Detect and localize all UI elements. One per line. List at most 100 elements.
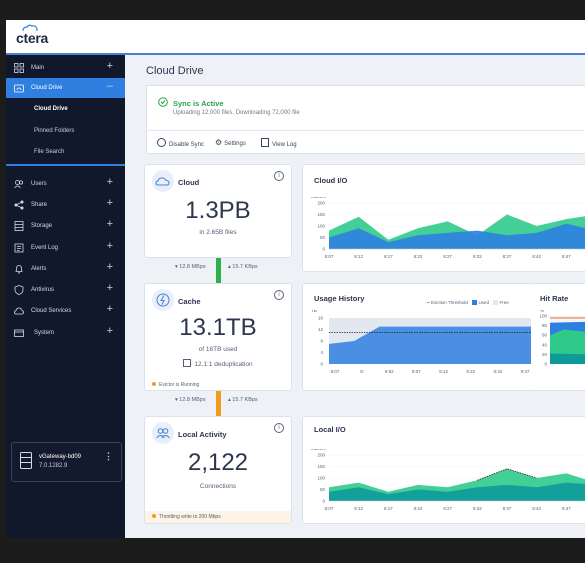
cache-used: of 16TB used [198, 346, 238, 353]
sync-status: Sync is Active [173, 99, 224, 108]
sidebar-item-label: Share [31, 201, 48, 208]
x-tick-label: 8:12 [354, 506, 363, 511]
sidebar-item-main[interactable]: Main + [6, 57, 125, 78]
view-log-button[interactable]: View Log [261, 138, 297, 148]
sidebar-item-users[interactable]: Users + [6, 173, 125, 194]
sidebar-item-label: Users [31, 180, 47, 187]
y-tick-label: 80 [542, 323, 548, 328]
local-activity-card: Local Activity i 2,122 Connections Throt… [144, 416, 292, 524]
sidebar-item-cloud-services[interactable]: Cloud Services + [6, 300, 125, 321]
y-axis-unit: % [540, 310, 544, 313]
expand-icon[interactable]: + [106, 197, 113, 209]
x-tick-label: 8:32 [493, 369, 502, 374]
y-tick-label: 50 [320, 235, 326, 240]
series-area-1 [329, 482, 585, 501]
more-options-icon[interactable]: ⋮ [104, 451, 113, 461]
x-tick-label: 8:37 [503, 254, 512, 259]
sidebar-subitem-pinned-folders[interactable]: Pinned Folders [34, 128, 75, 134]
sidebar-item-antivirus[interactable]: Antivirus + [6, 279, 125, 300]
local-value: 2,122 [187, 449, 249, 476]
device-name: vGateway-bd09 [39, 454, 82, 460]
storage-icon [14, 220, 24, 231]
throttle-status: Throttling write to 200 Mbps [145, 511, 291, 523]
card-title: Local Activity [178, 430, 227, 439]
chart-title: Local I/O [314, 425, 346, 434]
legend-used-marker [472, 300, 478, 305]
y-tick-label: 150 [317, 212, 325, 217]
status-dot-icon [152, 514, 156, 518]
y-tick-label: 50 [320, 487, 326, 492]
expand-icon[interactable]: + [106, 303, 113, 315]
info-icon[interactable]: i [274, 171, 284, 181]
disable-sync-button[interactable]: Disable Sync [157, 138, 204, 148]
device-version: 7.0.1282.9 [39, 463, 68, 469]
cloud-icon [152, 170, 174, 192]
expand-icon[interactable]: + [106, 325, 113, 337]
server-icon [20, 452, 32, 469]
x-tick-label: 8:42 [532, 506, 541, 511]
device-card[interactable]: vGateway-bd09 7.0.1282.9 ⋮ [11, 442, 122, 482]
sidebar-item-event-log[interactable]: Event Log + [6, 237, 125, 258]
chart-title: Hit Rate [540, 294, 569, 303]
expand-icon[interactable]: + [106, 176, 113, 188]
sidebar-item-label: Cloud Services [31, 307, 72, 314]
x-tick-label: 8:22 [414, 254, 423, 259]
sidebar-item-storage[interactable]: Storage + [6, 215, 125, 236]
info-icon[interactable]: i [274, 290, 284, 300]
expand-icon[interactable]: + [106, 60, 113, 72]
sidebar-subitem-file-search[interactable]: File Search [34, 149, 65, 155]
status-dot-icon [152, 382, 156, 386]
sidebar-item-system[interactable]: System + [6, 322, 125, 343]
cloud-files: in 2.65B files [199, 229, 237, 236]
sidebar-item-share[interactable]: Share + [6, 194, 125, 215]
x-tick-label: 8:07 [331, 369, 340, 374]
divider [147, 130, 585, 131]
grid-icon [14, 62, 24, 73]
x-tick-label: 8:32 [473, 254, 482, 259]
series-area-1 [329, 223, 585, 249]
brand-logo: ctera [16, 30, 48, 46]
y-tick-label: 200 [317, 453, 325, 458]
expand-icon[interactable]: + [106, 218, 113, 230]
expand-icon[interactable]: + [106, 282, 113, 294]
x-tick-label: 8:42 [532, 254, 541, 259]
sidebar-item-label: Main [31, 64, 45, 71]
cache-icon [152, 289, 174, 311]
cloud-io-chart: Cloud I/O MB/sec 200 150 100 50 08:07 8:12 8:17… [302, 164, 585, 272]
bell-icon [15, 264, 23, 274]
app-window: ctera Main + Cloud Drive – Cloud Drive P… [6, 20, 585, 538]
expand-icon[interactable]: + [106, 261, 113, 273]
sidebar-item-cloud-drive[interactable]: Cloud Drive – [6, 78, 125, 98]
log-icon [261, 138, 269, 147]
y-tick-label: 40 [542, 342, 548, 347]
y-tick-label: 16 [318, 316, 324, 321]
expand-icon[interactable]: + [106, 240, 113, 252]
dedup-ratio: 12.1:1 deduplication [145, 359, 291, 368]
sidebar-item-label: Antivirus [31, 286, 55, 293]
cloud-io-plot: MB/sec 200 150 100 50 08:07 8:12 8:17 8:22 8:27 8:… [311, 197, 585, 259]
collapse-icon[interactable]: – [106, 80, 113, 92]
sidebar-item-label: Cloud Drive [31, 85, 63, 91]
hit-rate-plot: %100 80 60 40 20 0 [539, 310, 585, 367]
chart-title: Usage History [314, 294, 365, 303]
cloud-value: 1.3PB [185, 197, 251, 224]
local-io-chart: Local I/O MB/sec 200 150 100 50 08:07 8:12 8:17… [302, 416, 585, 524]
sync-status-panel: Sync is Active Uploading 12,000 files. D… [146, 85, 585, 154]
info-icon[interactable]: i [274, 423, 284, 433]
connections-label: Connections [199, 483, 237, 490]
y-tick-label: 60 [542, 333, 548, 338]
x-tick-label: 8:27 [443, 506, 452, 511]
sidebar-item-alerts[interactable]: Alerts + [6, 258, 125, 279]
x-tick-label: 8:52 [385, 369, 394, 374]
top-bar: ctera [6, 20, 585, 55]
x-tick-label: 8:47 [562, 506, 571, 511]
users-icon [14, 179, 24, 188]
upload-rate: ▴ 15.7 KBps [228, 397, 258, 403]
hit-area-teal [550, 353, 585, 364]
main-content: Cloud Drive Sync is Active Uploading 12,… [125, 55, 585, 538]
sidebar-item-label: System [34, 329, 55, 336]
sidebar-subitem-cloud-drive[interactable]: Cloud Drive [34, 106, 68, 112]
x-tick-label: 8:12 [354, 254, 363, 259]
settings-button[interactable]: ⚙ Settings [215, 138, 246, 147]
y-tick-label: 150 [317, 464, 325, 469]
